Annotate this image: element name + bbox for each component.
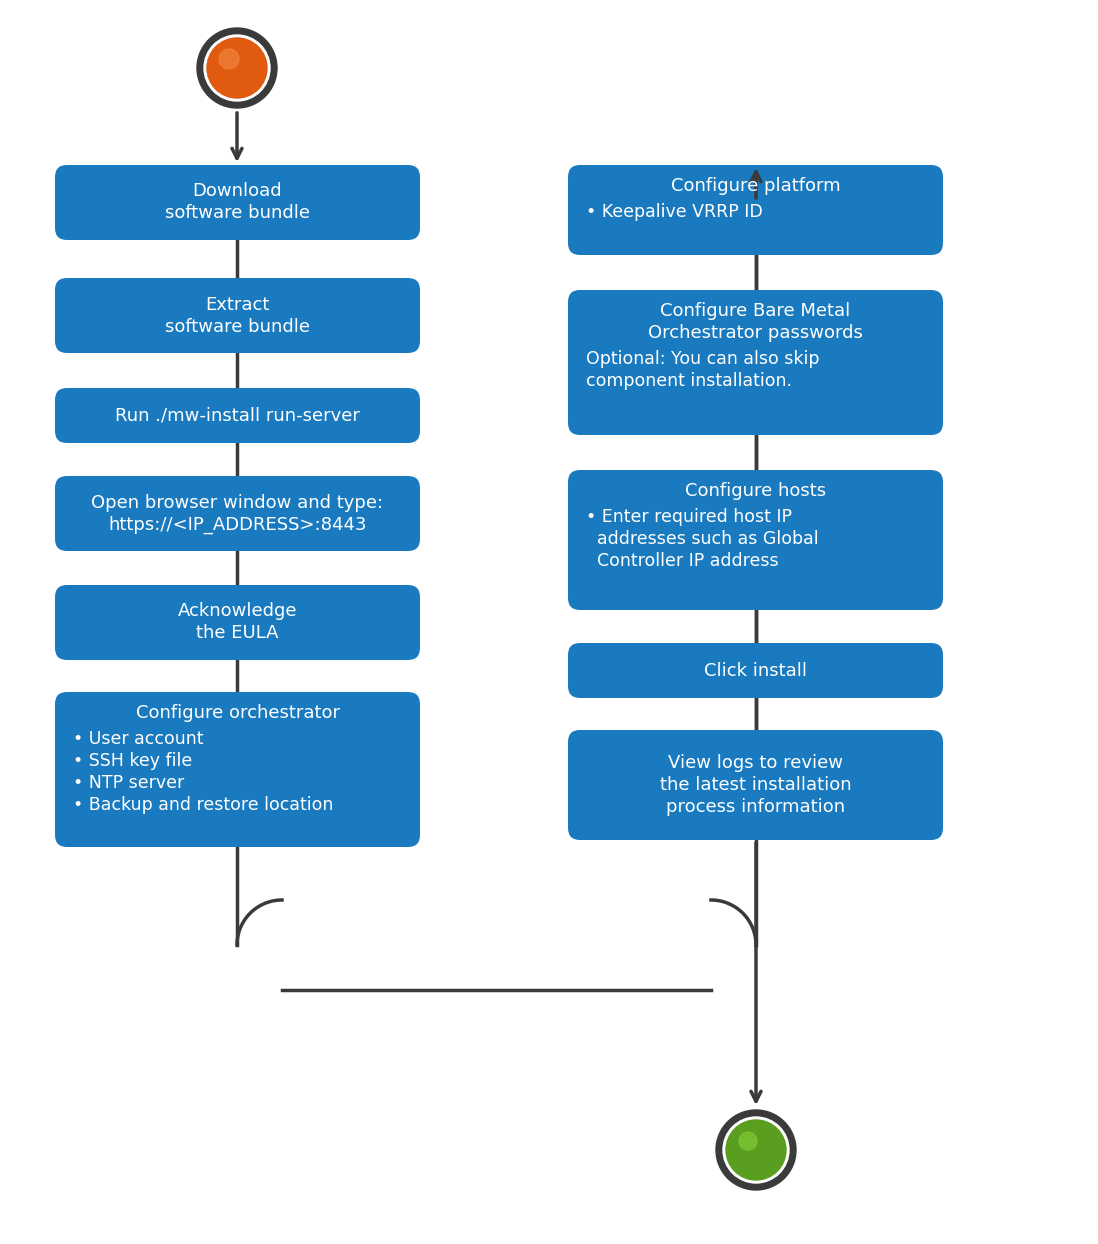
Text: the EULA: the EULA (197, 624, 279, 642)
Text: • Enter required host IP: • Enter required host IP (586, 508, 792, 526)
Text: • User account: • User account (72, 730, 203, 748)
Circle shape (716, 1110, 796, 1191)
Text: Run ./mw-install run-server: Run ./mw-install run-server (115, 407, 360, 424)
Text: Open browser window and type:: Open browser window and type: (91, 494, 383, 511)
Text: Click install: Click install (704, 662, 807, 679)
Circle shape (722, 1117, 789, 1183)
Text: Configure platform: Configure platform (671, 177, 840, 195)
Text: software bundle: software bundle (165, 204, 310, 223)
Text: View logs to review: View logs to review (668, 754, 843, 773)
Text: Controller IP address: Controller IP address (586, 552, 778, 570)
FancyBboxPatch shape (55, 277, 421, 353)
Circle shape (208, 39, 267, 98)
Text: process information: process information (666, 797, 845, 816)
Circle shape (197, 29, 277, 108)
FancyBboxPatch shape (55, 165, 421, 240)
FancyBboxPatch shape (568, 470, 943, 610)
FancyBboxPatch shape (55, 585, 421, 661)
FancyBboxPatch shape (55, 692, 421, 847)
FancyBboxPatch shape (568, 165, 943, 255)
Text: • Backup and restore location: • Backup and restore location (72, 796, 334, 814)
Text: Extract: Extract (205, 296, 270, 313)
FancyBboxPatch shape (568, 290, 943, 435)
Text: • NTP server: • NTP server (72, 774, 184, 792)
Circle shape (739, 1132, 757, 1149)
Text: Configure hosts: Configure hosts (685, 481, 826, 500)
Text: Acknowledge: Acknowledge (178, 602, 298, 621)
Circle shape (726, 1120, 786, 1181)
Text: • SSH key file: • SSH key file (72, 753, 192, 770)
Text: Configure Bare Metal: Configure Bare Metal (660, 302, 851, 320)
Text: Orchestrator passwords: Orchestrator passwords (648, 323, 863, 342)
FancyBboxPatch shape (55, 476, 421, 551)
Text: addresses such as Global: addresses such as Global (586, 530, 819, 549)
Text: the latest installation: the latest installation (660, 776, 851, 794)
Text: https://<IP_ADDRESS>:8443: https://<IP_ADDRESS>:8443 (109, 515, 367, 534)
FancyBboxPatch shape (568, 730, 943, 840)
Circle shape (219, 49, 239, 68)
Text: Optional: You can also skip: Optional: You can also skip (586, 350, 819, 368)
Circle shape (204, 35, 270, 101)
FancyBboxPatch shape (55, 388, 421, 443)
Text: software bundle: software bundle (165, 317, 310, 336)
FancyBboxPatch shape (568, 643, 943, 698)
Text: • Keepalive VRRP ID: • Keepalive VRRP ID (586, 203, 763, 221)
Text: Configure orchestrator: Configure orchestrator (135, 704, 339, 722)
Text: Download: Download (192, 183, 282, 200)
Text: component installation.: component installation. (586, 372, 792, 391)
